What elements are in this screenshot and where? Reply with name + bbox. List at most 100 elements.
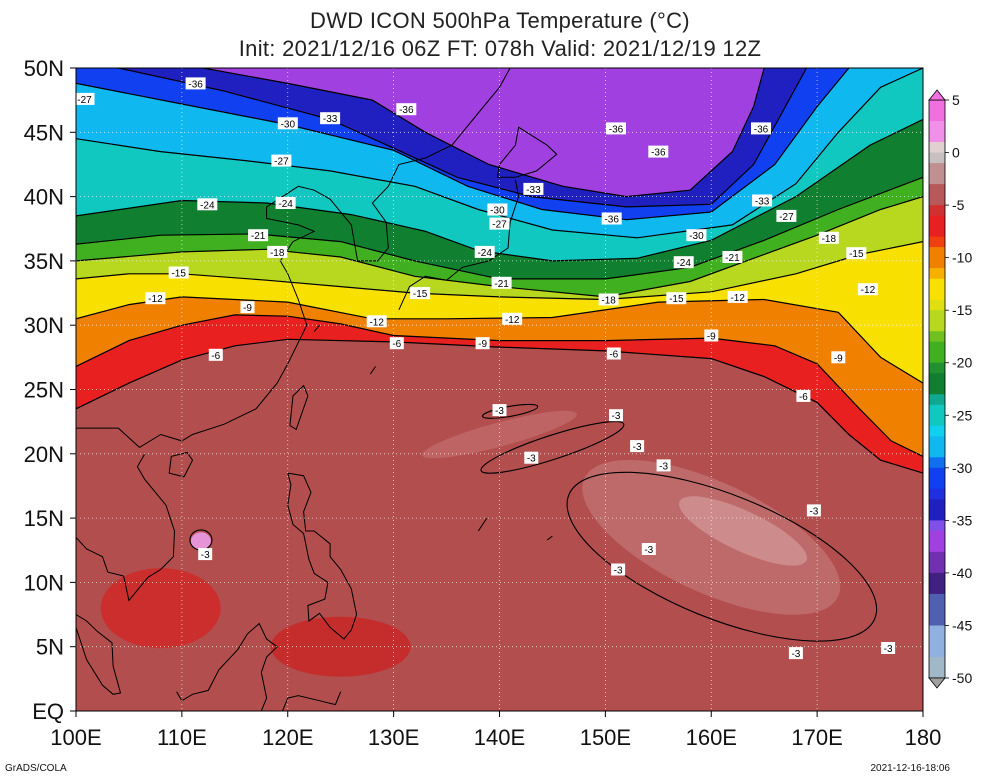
contour-label: -24 [474, 245, 495, 259]
colorbar-segment [929, 184, 945, 206]
svg-text:-24: -24 [477, 248, 492, 259]
lon-tick-label: 120E [262, 725, 313, 750]
svg-text:-36: -36 [651, 148, 666, 159]
svg-text:-6: -6 [609, 350, 618, 361]
contour-label: -33 [523, 182, 544, 196]
contour-label: -36 [648, 145, 669, 159]
svg-text:-15: -15 [669, 294, 684, 305]
warm-patch-central [582, 460, 841, 615]
contour-label: -36 [185, 77, 206, 90]
svg-text:-30: -30 [281, 119, 296, 130]
isotherm-m33 [118, 68, 808, 208]
svg-text:-21: -21 [494, 279, 509, 290]
colorbar-segment [929, 499, 945, 521]
colorbar-tick-label: -5 [952, 197, 965, 213]
contour-label: -24 [275, 197, 296, 210]
colorbar-segment [929, 457, 945, 469]
svg-text:-33: -33 [526, 185, 541, 196]
contour-label: -15 [168, 266, 189, 280]
svg-text:-18: -18 [601, 296, 616, 307]
lat-tick-label: 35N [24, 249, 64, 274]
colorbar-tick-label: -10 [952, 250, 972, 266]
lat-tick-label: 40N [24, 185, 64, 210]
colorbar-segment [929, 205, 945, 217]
lat-tick-label: EQ [32, 699, 64, 724]
svg-text:-30: -30 [490, 206, 505, 217]
svg-text:-21: -21 [251, 231, 266, 242]
isotherm-lines [76, 68, 923, 642]
svg-text:-15: -15 [849, 249, 864, 260]
contour-label: -30 [277, 117, 298, 130]
contour-label: -3 [881, 642, 896, 655]
svg-text:-33: -33 [755, 197, 770, 208]
contour-label: -36 [606, 122, 626, 135]
coastline-segment [398, 179, 520, 311]
contour-label: -6 [606, 347, 621, 361]
contour-label: -3 [630, 440, 645, 453]
latitude-axis: 50N 45N 40N 35N 30N 25N 20N 15N 10N 5N EQ [24, 56, 76, 724]
colorbar-tick-label: -50 [952, 670, 972, 686]
colorbar-segment [929, 467, 945, 490]
contour-label: -3 [611, 563, 626, 577]
isotherm-m18 [76, 196, 923, 298]
lat-tick-label: 10N [24, 570, 64, 595]
colorbar-tick-label: -30 [952, 460, 972, 476]
colorbar-segment [929, 278, 945, 301]
isotherm-m3-central [566, 471, 878, 642]
map-subtitle: Init: 2021/12/16 06Z FT: 078h Valid: 202… [238, 36, 762, 61]
svg-text:-33: -33 [323, 114, 338, 125]
svg-text:-3: -3 [612, 411, 621, 422]
svg-text:-24: -24 [200, 200, 215, 211]
isotherm-m3-north [480, 420, 625, 474]
svg-text:-3: -3 [633, 442, 642, 453]
colorbar-segment [929, 299, 945, 311]
coastline-segment [282, 691, 342, 711]
contour-label: -9 [475, 337, 490, 350]
isotherm-m27 [76, 68, 923, 239]
colorbar-tick-label: -40 [952, 565, 972, 581]
colorbar-segment [929, 394, 945, 406]
svg-text:-6: -6 [211, 351, 220, 362]
coastline-segment [76, 614, 122, 695]
contour-label: -21 [248, 229, 269, 242]
colorbar-segment [929, 373, 945, 395]
svg-text:-24: -24 [676, 258, 691, 269]
coastline-segment [369, 366, 377, 375]
colorbar-segment [929, 142, 945, 154]
contour-label: -12 [857, 283, 878, 296]
colorbar-segment [929, 551, 945, 574]
contour-label: -36 [396, 103, 417, 116]
lat-tick-label: 50N [24, 56, 64, 81]
longitude-axis: 100E 110E 120E 130E 140E 150E 160E 170E 180 [50, 711, 941, 750]
colorbar-segment [929, 331, 945, 343]
svg-text:-3: -3 [495, 406, 504, 417]
contour-label: -18 [818, 231, 839, 245]
contour-label: -24 [673, 256, 694, 269]
footer-software: GrADS/COLA [5, 763, 67, 774]
svg-text:-36: -36 [399, 105, 414, 116]
colorbar-segment [929, 657, 945, 679]
lat-tick-label: 5N [36, 635, 64, 660]
colorbar-tick-label: 5 [952, 92, 960, 108]
warm-patch-north [422, 410, 577, 459]
coastline-segment [76, 68, 511, 449]
contour-labels: -36 -27 -36 -33 -30 -36 -36 -36 -27 -33 -24 -24 -30 -… [76, 77, 896, 660]
contour-label: -21 [722, 251, 743, 264]
svg-text:-3: -3 [201, 550, 210, 561]
coastline-segment [496, 126, 558, 178]
colorbar-segment [929, 236, 945, 248]
coastline-segment [168, 451, 194, 478]
isotherm-m6 [76, 338, 923, 474]
contour-label: -15 [846, 247, 867, 260]
colorbar-segment [929, 215, 945, 238]
svg-text:-27: -27 [77, 95, 92, 106]
svg-text:-27: -27 [492, 220, 507, 231]
contour-label: -36 [601, 212, 622, 226]
contour-label: -36 [751, 122, 771, 135]
colorbar-segment [929, 100, 945, 122]
contour-label: -3 [788, 647, 803, 660]
contour-label: -3 [806, 504, 821, 517]
colorbar-segment [929, 163, 945, 185]
coastline-segment [76, 537, 124, 577]
contour-label: -12 [502, 312, 523, 326]
